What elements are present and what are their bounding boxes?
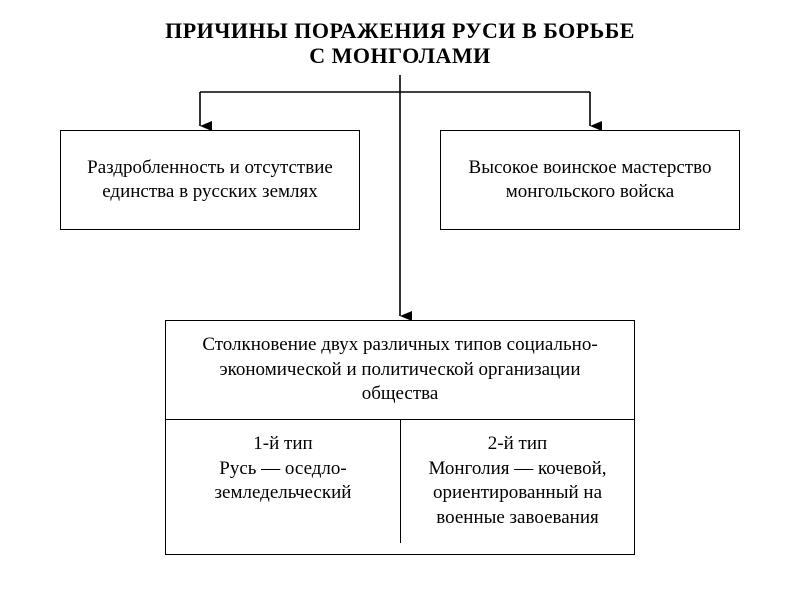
diagram-canvas: ПРИЧИНЫ ПОРАЖЕНИЯ РУСИ В БОРЬБЕ С МОНГОЛ… xyxy=(0,0,800,600)
cell1-line2: Русь — оседло-земледельческий xyxy=(215,458,352,504)
cause-left-text: Раздробленность и отсутствие единства в … xyxy=(75,156,345,204)
comparison-table: Столкновение двух различных типов социал… xyxy=(165,320,635,555)
comparison-cell-2: 2-й тип Монголия — кочевой, ориентирован… xyxy=(400,420,634,543)
diagram-title: ПРИЧИНЫ ПОРАЖЕНИЯ РУСИ В БОРЬБЕ С МОНГОЛ… xyxy=(0,18,800,69)
title-line-1: ПРИЧИНЫ ПОРАЖЕНИЯ РУСИ В БОРЬБЕ xyxy=(165,18,635,43)
comparison-cells: 1-й тип Русь — оседло-земледельческий 2-… xyxy=(166,420,634,543)
cell2-line1: 2-й тип xyxy=(488,433,547,454)
cause-box-left: Раздробленность и отсутствие единства в … xyxy=(60,130,360,230)
cause-box-right: Высокое воинское мастерство монгольского… xyxy=(440,130,740,230)
cause-right-text: Высокое воинское мастерство монгольского… xyxy=(455,156,725,204)
cell2-line2: Монголия — кочевой, ориентированный на в… xyxy=(428,458,606,528)
comparison-header-text: Столкновение двух различных типов социал… xyxy=(202,334,597,404)
comparison-header: Столкновение двух различных типов социал… xyxy=(166,321,634,420)
comparison-cell-1: 1-й тип Русь — оседло-земледельческий xyxy=(166,420,400,543)
title-line-2: С МОНГОЛАМИ xyxy=(309,43,491,68)
cell1-line1: 1-й тип xyxy=(253,433,312,454)
